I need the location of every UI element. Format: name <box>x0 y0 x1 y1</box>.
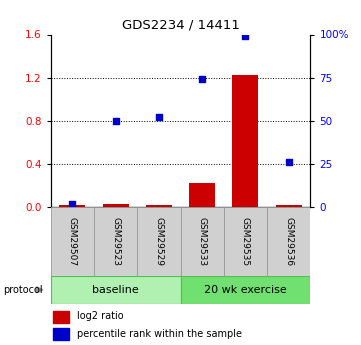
Text: percentile rank within the sample: percentile rank within the sample <box>77 329 242 338</box>
Text: GSM29529: GSM29529 <box>155 217 163 266</box>
Point <box>286 159 292 165</box>
Bar <box>51 276 180 304</box>
Text: GSM29533: GSM29533 <box>198 217 206 266</box>
Point <box>199 77 205 82</box>
Bar <box>103 204 129 207</box>
Bar <box>146 205 172 207</box>
Bar <box>224 207 267 276</box>
Title: GDS2234 / 14411: GDS2234 / 14411 <box>122 19 239 32</box>
Bar <box>276 205 302 207</box>
Text: baseline: baseline <box>92 285 139 295</box>
Bar <box>137 207 180 276</box>
Bar <box>94 207 137 276</box>
Bar <box>51 207 94 276</box>
Bar <box>180 207 224 276</box>
Point <box>243 33 248 39</box>
Bar <box>189 183 215 207</box>
Bar <box>53 328 69 340</box>
Text: GSM29523: GSM29523 <box>111 217 120 266</box>
Text: log2 ratio: log2 ratio <box>77 312 123 321</box>
Text: GSM29535: GSM29535 <box>241 217 250 266</box>
Bar <box>59 205 85 207</box>
Point <box>113 118 118 124</box>
Text: 20 wk exercise: 20 wk exercise <box>204 285 287 295</box>
Text: GSM29536: GSM29536 <box>284 217 293 266</box>
Bar <box>53 310 69 323</box>
Point <box>156 115 162 120</box>
Text: protocol: protocol <box>4 285 43 295</box>
Text: GSM29507: GSM29507 <box>68 217 77 266</box>
Bar <box>267 207 310 276</box>
Bar <box>232 76 258 207</box>
Bar <box>180 276 310 304</box>
Point <box>69 201 75 206</box>
